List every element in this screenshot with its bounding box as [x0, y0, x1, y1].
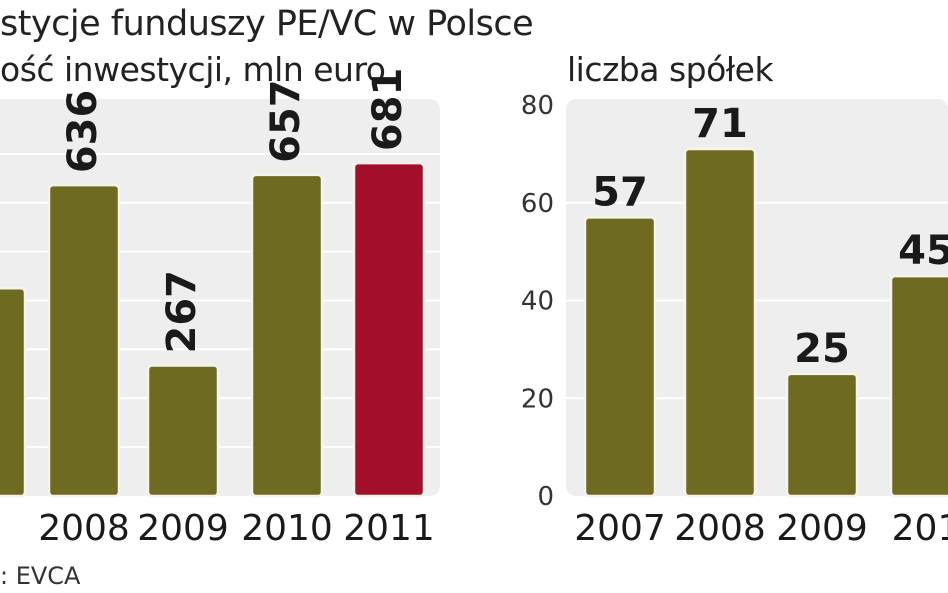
right-category-label: 2008 — [674, 508, 766, 549]
right-y-tick-label: 20 — [521, 384, 554, 414]
left-bar-2010 — [250, 173, 324, 498]
right-bar-2007 — [583, 216, 657, 498]
left-category-label: 2010 — [241, 508, 333, 549]
right-bar-2008 — [683, 147, 757, 498]
right-bar-2009 — [785, 372, 859, 498]
left-value-label: 267 — [159, 270, 205, 354]
left-bar-7 — [0, 287, 27, 498]
right-y-tick-label: 80 — [521, 91, 554, 121]
left-value-label: 657 — [263, 79, 309, 163]
right-value-label: 57 — [592, 169, 648, 215]
left-category-label: 7 — [0, 508, 1, 549]
left-category-label: 2011 — [343, 508, 435, 549]
right-category-label: 2009 — [776, 508, 868, 549]
right-y-tick-label: 60 — [521, 189, 554, 219]
left-value-label: 636 — [60, 90, 106, 174]
left-category-label: 2009 — [137, 508, 229, 549]
left-chart-subtitle: ość inwestycji, mln euro — [0, 50, 386, 89]
right-value-label: 45 — [898, 228, 948, 274]
right-category-label: 2007 — [574, 508, 666, 549]
right-value-label: 71 — [692, 101, 748, 147]
left-bar-2009 — [146, 364, 220, 498]
left-bar-2011 — [352, 161, 426, 498]
right-category-label: 201 — [892, 508, 948, 549]
right-bar-201 — [889, 274, 948, 498]
chart-title: stycje funduszy PE/VC w Polsce — [0, 4, 534, 44]
right-chart-subtitle: liczba spółek — [567, 50, 774, 89]
left-bar-2008 — [47, 183, 121, 498]
source-note: : EVCA — [0, 562, 81, 590]
right-y-tick-label: 0 — [537, 482, 554, 512]
left-value-label: 681 — [365, 68, 411, 152]
right-y-tick-label: 40 — [521, 287, 554, 317]
left-category-label: 2008 — [38, 508, 130, 549]
right-value-label: 25 — [794, 326, 850, 372]
